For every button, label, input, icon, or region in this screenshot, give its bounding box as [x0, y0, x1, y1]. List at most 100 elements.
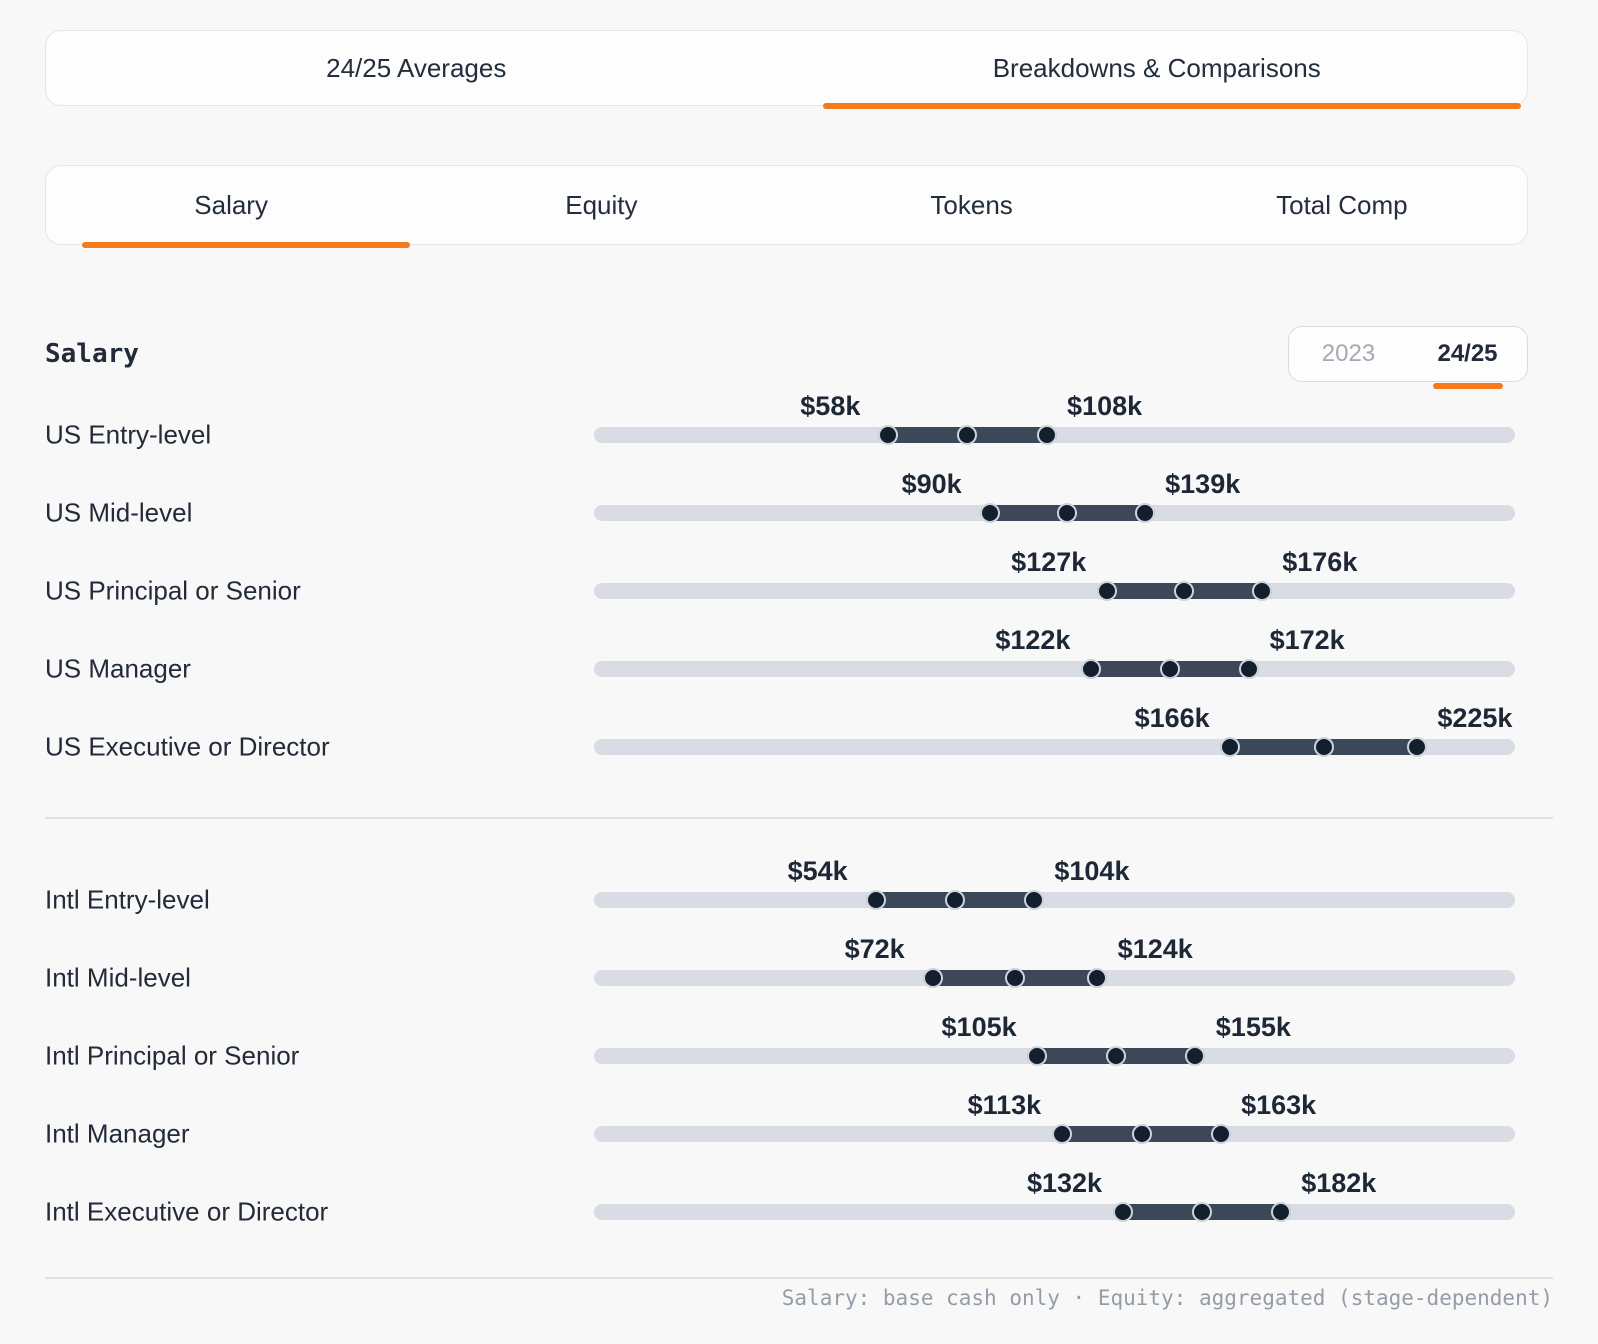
view-tabbar: 24/25 Averages Breakdowns & Comparisons	[45, 30, 1528, 109]
tab-label: Total Comp	[1276, 189, 1408, 220]
salary-row: US Manager $122k $172k	[45, 625, 1528, 708]
tab-tokens[interactable]: Tokens	[787, 166, 1157, 244]
salary-row-label: Intl Principal or Senior	[45, 1040, 300, 1071]
min-handle-dot	[865, 890, 886, 910]
salary-row-label: Intl Mid-level	[45, 962, 191, 993]
min-handle-dot	[1112, 1202, 1133, 1222]
min-value-label: $72k	[844, 934, 905, 964]
section-divider	[45, 817, 1553, 819]
year-toggle: 2023 24/25	[1288, 326, 1528, 382]
mid-marker-dot	[1174, 581, 1195, 601]
mid-marker-dot	[944, 890, 965, 910]
max-handle-dot	[1185, 1046, 1206, 1066]
min-handle-dot	[1096, 581, 1117, 601]
min-handle-dot	[878, 425, 899, 445]
salary-row: Intl Principal or Senior $105k $155k	[45, 1012, 1528, 1095]
max-handle-dot	[1270, 1202, 1291, 1222]
mid-marker-dot	[1106, 1046, 1127, 1066]
min-value-label: $122k	[995, 625, 1071, 655]
salary-row: Intl Mid-level $72k $124k	[45, 934, 1528, 1017]
salary-range-slider: $54k $104k	[594, 856, 1515, 910]
slider-track	[594, 1204, 1515, 1220]
mid-marker-dot	[1160, 659, 1181, 679]
section-header: Salary 2023 24/25	[45, 322, 1528, 386]
min-handle-dot	[979, 503, 1000, 523]
salary-row-label: US Manager	[45, 653, 191, 684]
salary-row-label: Intl Executive or Director	[45, 1196, 329, 1227]
salary-row: US Entry-level $58k $108k	[45, 391, 1528, 474]
mid-marker-dot	[1004, 968, 1025, 988]
year-option-2023[interactable]: 2023	[1289, 327, 1408, 381]
mid-marker-dot	[1313, 737, 1334, 757]
tab-equity[interactable]: Equity	[416, 166, 786, 244]
min-handle-dot	[1052, 1124, 1073, 1144]
salary-row-label: Intl Manager	[45, 1118, 190, 1149]
salary-range-slider: $90k $139k	[594, 469, 1515, 523]
salary-row: US Principal or Senior $127k $176k	[45, 547, 1528, 630]
tab-label: Breakdowns & Comparisons	[992, 52, 1321, 83]
section-title: Salary	[45, 339, 139, 369]
metric-tabbar: Salary Equity Tokens Total Comp	[45, 165, 1528, 248]
salary-range-slider: $105k $155k	[594, 1012, 1515, 1066]
salary-range-slider: $113k $163k	[594, 1090, 1515, 1144]
max-handle-dot	[1023, 890, 1044, 910]
min-value-label: $132k	[1026, 1168, 1103, 1198]
footer-divider	[45, 1277, 1553, 1279]
mid-marker-dot	[1131, 1124, 1152, 1144]
year-option-label: 2023	[1321, 340, 1376, 367]
slider-track	[594, 661, 1515, 677]
max-value-label: $182k	[1301, 1168, 1377, 1198]
salary-range-slider: $132k $182k	[594, 1168, 1515, 1222]
min-value-label: $166k	[1134, 703, 1210, 733]
max-handle-dot	[1134, 503, 1155, 523]
min-handle-dot	[922, 968, 943, 988]
max-handle-dot	[1251, 581, 1272, 601]
mid-marker-dot	[1057, 503, 1078, 523]
tab-salary[interactable]: Salary	[46, 166, 416, 248]
mid-marker-dot	[957, 425, 978, 445]
mid-marker-dot	[1191, 1202, 1212, 1222]
max-value-label: $163k	[1241, 1090, 1317, 1120]
salary-row: Intl Executive or Director $132k $182k	[45, 1168, 1528, 1251]
slider-track	[594, 583, 1515, 599]
min-value-label: $113k	[967, 1090, 1042, 1120]
max-handle-dot	[1087, 968, 1108, 988]
salary-row-label: US Entry-level	[45, 419, 212, 450]
max-handle-dot	[1210, 1124, 1231, 1144]
max-value-label: $172k	[1269, 625, 1345, 655]
year-option-label: 24/25	[1437, 340, 1498, 367]
tab-label: Salary	[194, 189, 268, 220]
salary-row-label: US Principal or Senior	[45, 575, 301, 606]
max-handle-dot	[1036, 425, 1057, 445]
footer-note: Salary: base cash only · Equity: aggrega…	[781, 1286, 1553, 1310]
min-value-label: $54k	[787, 856, 848, 886]
max-handle-dot	[1406, 737, 1427, 757]
min-value-label: $105k	[941, 1012, 1017, 1042]
salary-row: US Executive or Director $166k $225k	[45, 703, 1528, 786]
slider-track	[594, 892, 1515, 908]
tab-2425-averages[interactable]: 24/25 Averages	[46, 31, 787, 105]
min-handle-dot	[1080, 659, 1101, 679]
max-value-label: $225k	[1437, 703, 1513, 733]
max-value-label: $124k	[1117, 934, 1193, 964]
max-handle-dot	[1239, 659, 1260, 679]
max-value-label: $155k	[1215, 1012, 1291, 1042]
salary-row: Intl Entry-level $54k $104k	[45, 856, 1528, 939]
salary-rows-intl: Intl Entry-level $54k $104k Intl Mid-lev…	[45, 856, 1528, 1251]
salary-row: US Mid-level $90k $139k	[45, 469, 1528, 552]
salary-range-slider: $122k $172k	[594, 625, 1515, 679]
tab-label: 24/25 Averages	[326, 52, 507, 83]
min-value-label: $58k	[800, 391, 861, 421]
year-option-2425[interactable]: 24/25	[1408, 327, 1527, 381]
min-value-label: $127k	[1011, 547, 1087, 577]
tab-breakdowns-comparisons[interactable]: Breakdowns & Comparisons	[787, 31, 1528, 109]
max-value-label: $139k	[1165, 469, 1241, 499]
tab-total-comp[interactable]: Total Comp	[1157, 166, 1527, 244]
salary-range-slider: $58k $108k	[594, 391, 1515, 445]
salary-range-slider: $72k $124k	[594, 934, 1515, 988]
salary-row-label: US Mid-level	[45, 497, 193, 528]
min-value-label: $90k	[901, 469, 962, 499]
salary-row: Intl Manager $113k $163k	[45, 1090, 1528, 1173]
tab-label: Equity	[565, 189, 638, 220]
